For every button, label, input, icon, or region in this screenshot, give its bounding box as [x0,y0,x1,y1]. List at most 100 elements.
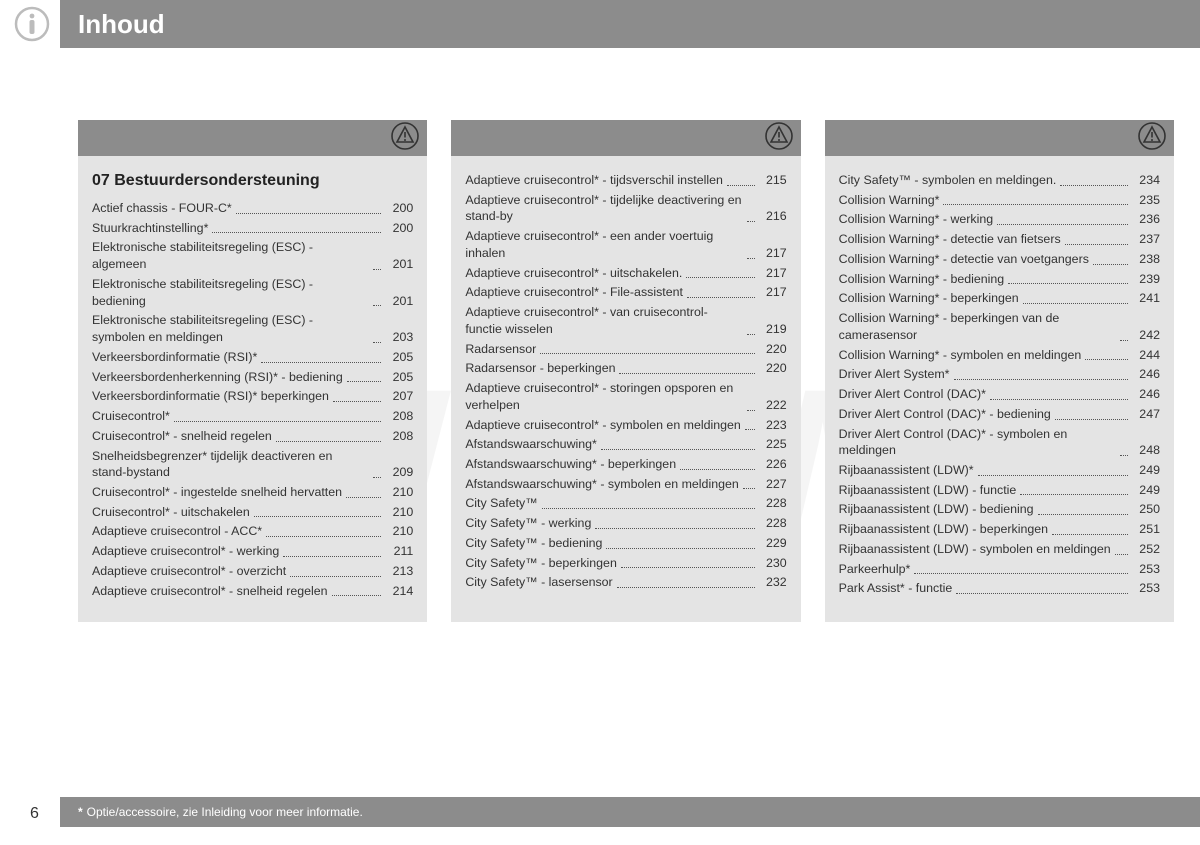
toc-entry[interactable]: Adaptieve cruisecontrol* - werking211 [92,543,413,560]
toc-entry-page: 249 [1132,482,1160,499]
toc-entry-text: Radarsensor - beperkingen [465,360,615,377]
toc-entry[interactable]: Actief chassis - FOUR-C*200 [92,200,413,217]
toc-entry[interactable]: Collision Warning* - symbolen en melding… [839,347,1160,364]
toc-entry[interactable]: Verkeersbordenherkenning (RSI)* - bedien… [92,369,413,386]
column-body: 07 BestuurdersondersteuningActief chassi… [92,172,413,599]
toc-entry[interactable]: Elektronische stabiliteitsregeling (ESC)… [92,276,413,309]
toc-entry[interactable]: City Safety™ - werking228 [465,515,786,532]
toc-leader-dots [956,593,1128,594]
toc-entry[interactable]: Rijbaanassistent (LDW) - beperkingen251 [839,521,1160,538]
toc-leader-dots [601,449,755,450]
toc-entry[interactable]: Afstandswaarschuwing* - beperkingen226 [465,456,786,473]
toc-entry[interactable]: Radarsensor - beperkingen220 [465,360,786,377]
toc-entry[interactable]: City Safety™ - bediening229 [465,535,786,552]
toc-entry[interactable]: Adaptieve cruisecontrol* - tijdsverschil… [465,172,786,189]
toc-entry[interactable]: Cruisecontrol* - uitschakelen210 [92,504,413,521]
toc-entry[interactable]: Afstandswaarschuwing* - symbolen en meld… [465,476,786,493]
toc-entry[interactable]: Collision Warning* - detectie van fietse… [839,231,1160,248]
toc-leader-dots [997,224,1128,225]
toc-entry-text: Adaptieve cruisecontrol* - werking [92,543,279,560]
toc-leader-dots [1060,185,1128,186]
toc-entry[interactable]: Driver Alert System*246 [839,366,1160,383]
toc-leader-dots [954,379,1128,380]
toc-leader-dots [1065,244,1128,245]
toc-leader-dots [346,497,381,498]
toc-entry[interactable]: Park Assist* - functie253 [839,580,1160,597]
toc-entry-page: 251 [1132,521,1160,538]
footnote-text: Optie/accessoire, zie Inleiding voor mee… [87,805,363,819]
toc-entry-page: 207 [385,388,413,405]
toc-entry[interactable]: Adaptieve cruisecontrol* - symbolen en m… [465,417,786,434]
toc-entry-page: 201 [385,293,413,310]
toc-entry-page: 230 [759,555,787,572]
toc-entry-text: Cruisecontrol* - ingestelde snelheid her… [92,484,342,501]
toc-entry[interactable]: Verkeersbordinformatie (RSI)*205 [92,349,413,366]
toc-entry[interactable]: City Safety™ - beperkingen230 [465,555,786,572]
toc-entry[interactable]: Collision Warning* - bediening239 [839,271,1160,288]
toc-leader-dots [373,269,381,270]
toc-entry-page: 214 [385,583,413,600]
toc-entry-text: Radarsensor [465,341,536,358]
toc-entry[interactable]: Radarsensor220 [465,341,786,358]
toc-leader-dots [687,297,755,298]
toc-leader-dots [1052,534,1128,535]
toc-entry-text: City Safety™ - symbolen en meldingen. [839,172,1057,189]
toc-leader-dots [373,477,381,478]
toc-entry-text: Cruisecontrol* - uitschakelen [92,504,250,521]
toc-entry[interactable]: Cruisecontrol* - snelheid regelen208 [92,428,413,445]
toc-entry[interactable]: Driver Alert Control (DAC)* - bediening2… [839,406,1160,423]
toc-entry[interactable]: Adaptieve cruisecontrol - ACC*210 [92,523,413,540]
toc-entry[interactable]: Stuurkrachtinstelling*200 [92,220,413,237]
toc-entry[interactable]: Collision Warning* - detectie van voetga… [839,251,1160,268]
toc-entry-text: Collision Warning* - symbolen en melding… [839,347,1082,364]
toc-entry[interactable]: Afstandswaarschuwing*225 [465,436,786,453]
toc-entry-text: Rijbaanassistent (LDW) - functie [839,482,1017,499]
toc-entry[interactable]: Collision Warning* - beperkingen241 [839,290,1160,307]
toc-entry-page: 203 [385,329,413,346]
toc-entry[interactable]: Adaptieve cruisecontrol* - uitschakelen.… [465,265,786,282]
toc-entry-text: Adaptieve cruisecontrol* - tijdsverschil… [465,172,723,189]
toc-entry-page: 208 [385,408,413,425]
toc-entry[interactable]: Adaptieve cruisecontrol* - een ander voe… [465,228,786,261]
column-header-bar [825,120,1174,156]
toc-entry[interactable]: Elektronische stabiliteitsregeling (ESC)… [92,312,413,345]
toc-entry-page: 244 [1132,347,1160,364]
toc-entry[interactable]: Rijbaanassistent (LDW)*249 [839,462,1160,479]
toc-entry-text: Elektronische stabiliteitsregeling (ESC)… [92,312,369,345]
toc-leader-dots [621,567,755,568]
toc-entry[interactable]: Collision Warning* - beperkingen van de … [839,310,1160,343]
toc-entry[interactable]: Snelheidsbegrenzer* tijdelijk deactivere… [92,448,413,481]
toc-entry[interactable]: Adaptieve cruisecontrol* - storingen ops… [465,380,786,413]
toc-entry[interactable]: Rijbaanassistent (LDW) - functie 249 [839,482,1160,499]
toc-entry-text: City Safety™ [465,495,537,512]
toc-entry-page: 247 [1132,406,1160,423]
toc-entry[interactable]: City Safety™ - lasersensor232 [465,574,786,591]
toc-entry[interactable]: Driver Alert Control (DAC)*246 [839,386,1160,403]
columns-container: 07 BestuurdersondersteuningActief chassi… [78,120,1174,622]
toc-entry-page: 216 [759,208,787,225]
toc-entry[interactable]: City Safety™228 [465,495,786,512]
toc-leader-dots [617,587,755,588]
toc-entry[interactable]: Adaptieve cruisecontrol* - File-assisten… [465,284,786,301]
toc-entry[interactable]: Driver Alert Control (DAC)* - symbolen e… [839,426,1160,459]
toc-entry[interactable]: Adaptieve cruisecontrol* - snelheid rege… [92,583,413,600]
toc-leader-dots [1055,419,1128,420]
toc-entry[interactable]: Verkeersbordinformatie (RSI)* beperkinge… [92,388,413,405]
toc-entry[interactable]: Adaptieve cruisecontrol* - overzicht213 [92,563,413,580]
toc-entry[interactable]: Cruisecontrol* - ingestelde snelheid her… [92,484,413,501]
toc-entry-text: Rijbaanassistent (LDW) - symbolen en mel… [839,541,1111,558]
toc-entry[interactable]: Adaptieve cruisecontrol* - tijdelijke de… [465,192,786,225]
toc-entry[interactable]: Rijbaanassistent (LDW) - symbolen en mel… [839,541,1160,558]
toc-entry[interactable]: Elektronische stabiliteitsregeling (ESC)… [92,239,413,272]
toc-leader-dots [276,441,382,442]
toc-entry[interactable]: Parkeerhulp*253 [839,561,1160,578]
column-body: City Safety™ - symbolen en meldingen.234… [839,172,1160,597]
toc-entry[interactable]: Rijbaanassistent (LDW) - bediening250 [839,501,1160,518]
toc-entry[interactable]: Collision Warning* - werking236 [839,211,1160,228]
toc-entry-text: Verkeersbordinformatie (RSI)* beperkinge… [92,388,329,405]
toc-entry[interactable]: Cruisecontrol*208 [92,408,413,425]
toc-entry[interactable]: Adaptieve cruisecontrol* - van cruisecon… [465,304,786,337]
toc-entry[interactable]: City Safety™ - symbolen en meldingen.234 [839,172,1160,189]
toc-entry[interactable]: Collision Warning*235 [839,192,1160,209]
toc-leader-dots [727,185,755,186]
